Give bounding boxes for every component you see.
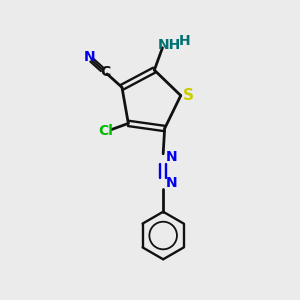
Text: H: H bbox=[178, 34, 190, 48]
Text: Cl: Cl bbox=[98, 124, 113, 138]
Text: N: N bbox=[166, 176, 177, 190]
Text: N: N bbox=[166, 150, 177, 164]
Text: N: N bbox=[84, 50, 95, 64]
Text: S: S bbox=[183, 88, 194, 103]
Text: NH: NH bbox=[158, 38, 181, 52]
Text: C: C bbox=[100, 65, 110, 80]
